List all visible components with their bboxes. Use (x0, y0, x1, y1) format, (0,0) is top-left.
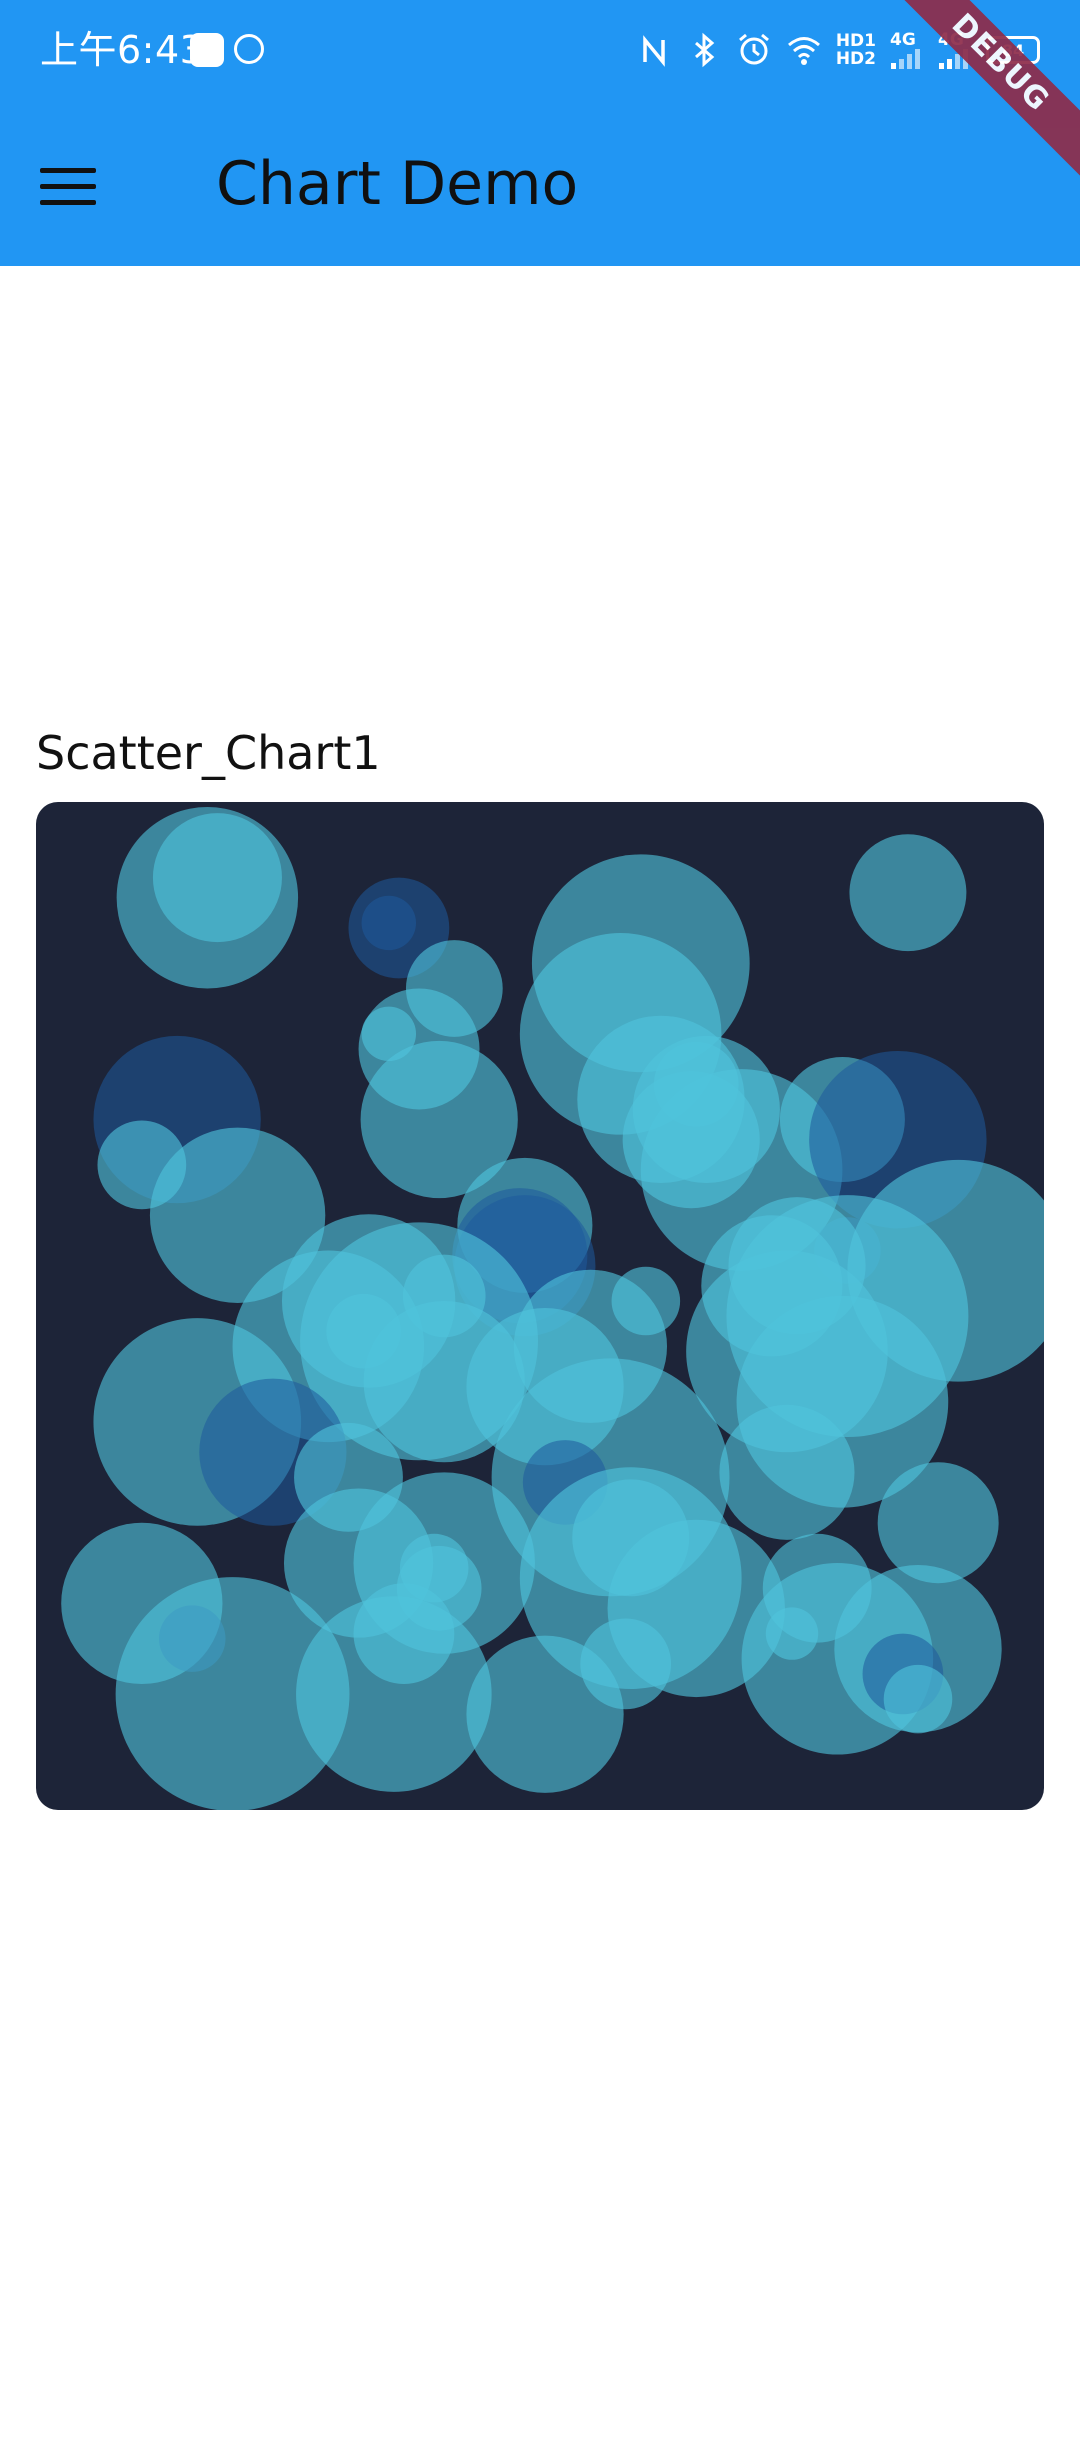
scatter-point[interactable] (883, 1664, 953, 1734)
hd-bottom-label: HD2 (835, 49, 876, 69)
chart-title: Scatter_Chart1 (36, 726, 381, 780)
scatter-point[interactable] (877, 1462, 999, 1584)
bluetooth-icon (694, 32, 715, 68)
scatter-point[interactable] (152, 813, 282, 943)
scatter-point[interactable] (719, 1404, 855, 1540)
signal-1: 4G (890, 31, 924, 69)
scatter-point[interactable] (360, 1040, 518, 1199)
scatter-point[interactable] (849, 834, 967, 952)
scatter-point[interactable] (296, 1596, 492, 1792)
status-time: 上午6:43 (40, 28, 205, 72)
app-notification-icon (190, 33, 224, 67)
sync-icon (234, 34, 264, 64)
status-bar: 上午6:43 HD1 HD2 (0, 0, 1080, 100)
page-title: Chart Demo (216, 149, 579, 219)
menu-icon[interactable] (40, 146, 130, 226)
nfc-icon (643, 35, 665, 67)
signal-icon (891, 49, 920, 69)
scatter-chart (61, 807, 1044, 1810)
wifi-icon (787, 37, 820, 65)
hd-indicator: HD1 HD2 (836, 32, 876, 68)
scatter-point[interactable] (149, 1127, 326, 1303)
scatter-point[interactable] (361, 895, 417, 951)
chart-panel (36, 802, 1044, 1810)
scatter-point[interactable] (607, 1519, 785, 1698)
network-1-label: 4G (890, 30, 916, 50)
hd-top-label: HD1 (835, 31, 876, 51)
alarm-icon (738, 33, 769, 65)
app-bar: 上午6:43 HD1 HD2 (0, 0, 1080, 266)
scatter-point[interactable] (115, 1577, 350, 1810)
